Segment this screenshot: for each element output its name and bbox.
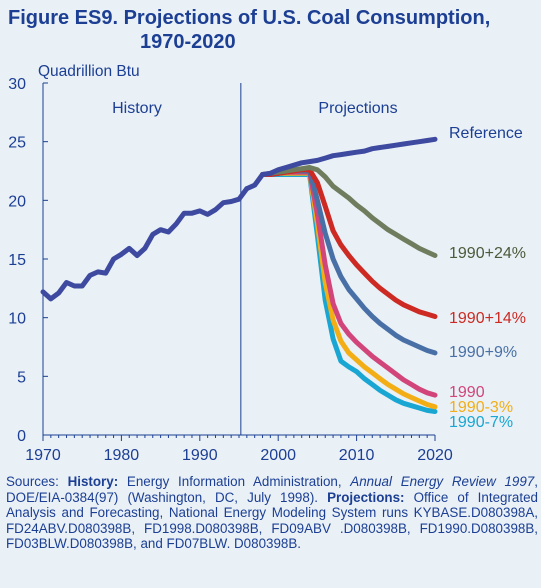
- sources-history-text: Energy Information Administration,: [118, 474, 351, 489]
- x-tick-label: 1980: [104, 447, 140, 464]
- history-line: [40, 186, 250, 302]
- series-line-1990: [260, 169, 438, 398]
- x-tick-label: 2020: [417, 447, 453, 464]
- y-tick-label: 0: [17, 428, 26, 445]
- y-tick-label: 20: [8, 193, 26, 210]
- y-tick-label: 10: [8, 311, 26, 328]
- region-label-projections: Projections: [318, 100, 397, 117]
- sources-aer-title: Annual Energy Review 1997: [350, 474, 535, 489]
- y-tick-label: 30: [8, 76, 26, 93]
- x-tick-label: 1990: [182, 447, 218, 464]
- sources-history-tail: , DOE/EIA-0384(97) (Washington, DC, July…: [6, 474, 538, 505]
- chart-labels: History Projections Reference 1990+24% 1990+…: [112, 100, 526, 431]
- series-line-1990-24-: [260, 165, 438, 258]
- series-line-reference: [244, 136, 438, 192]
- sources-note: Sources: History: Energy Information Adm…: [6, 474, 538, 552]
- chart-axes: 0 5 10 15 20 25 30 1970 1980 1990 2000 2010 2020 Quad…: [8, 63, 453, 464]
- sources-projections-label: Projections:: [327, 489, 405, 505]
- y-tick-label: 5: [17, 369, 26, 386]
- figure-title: Figure ES9. Projections of U.S. Coal Con…: [8, 6, 538, 54]
- series-label-1990: 1990: [449, 384, 485, 401]
- y-tick-label: 25: [8, 135, 26, 152]
- figure-title-line2: 1970-2020: [140, 31, 236, 53]
- series-label-1990-14-: 1990+14%: [449, 310, 526, 327]
- series-label-1990-3-: 1990-3%: [449, 399, 513, 416]
- coal-consumption-chart: 0 5 10 15 20 25 30 1970 1980 1990 2000 2010 2020 Quad…: [8, 63, 526, 464]
- chart-series: [40, 136, 438, 414]
- sources-history-label: History:: [67, 474, 119, 489]
- y-tick-label: 15: [8, 252, 26, 269]
- figure-title-line1: Figure ES9. Projections of U.S. Coal Con…: [8, 7, 491, 29]
- y-axis-label: Quadrillion Btu: [38, 63, 140, 80]
- sources-projections-text: Office of Integrated Analysis and Foreca…: [6, 489, 538, 552]
- series-label-1990-9-: 1990+9%: [449, 344, 517, 361]
- series-label-1990-7-: 1990-7%: [449, 414, 513, 431]
- series-label-1990-24-: 1990+24%: [449, 245, 526, 262]
- x-tick-label: 2000: [260, 447, 296, 464]
- sources-prefix: Sources:: [6, 474, 68, 489]
- region-label-history: History: [112, 100, 162, 117]
- series-label-reference: Reference: [449, 125, 523, 142]
- x-tick-label: 1970: [25, 447, 61, 464]
- x-tick-label: 2010: [339, 447, 375, 464]
